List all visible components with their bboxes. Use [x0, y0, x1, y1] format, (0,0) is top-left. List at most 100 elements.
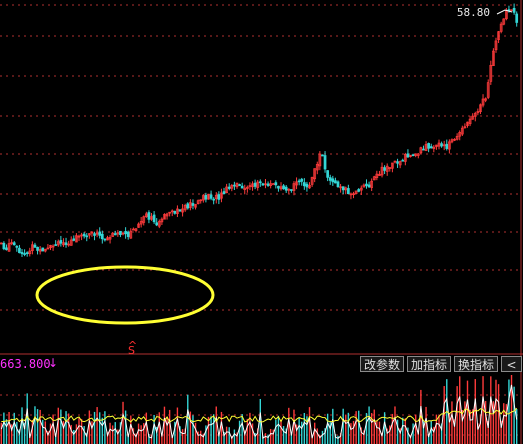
candle-body	[212, 198, 216, 201]
candle-body	[225, 186, 228, 194]
candle-body	[10, 242, 14, 245]
candle-body	[2, 242, 6, 250]
candle-body	[258, 181, 262, 184]
candle-body	[220, 192, 223, 199]
change-params-button[interactable]: 改参数	[360, 356, 404, 372]
candle-body	[108, 237, 112, 240]
candle-body	[147, 212, 151, 220]
candle-body	[479, 104, 482, 112]
candle-body	[183, 205, 187, 211]
candle-body	[266, 183, 270, 186]
candle-body	[277, 185, 280, 189]
candle-body	[54, 244, 58, 246]
signal-arrow-icon: ^	[128, 339, 138, 352]
candle-body	[370, 180, 374, 188]
candle-body	[100, 233, 104, 240]
candlestick-series	[0, 3, 519, 257]
switch-indicator-button[interactable]: 换指标	[454, 356, 498, 372]
candle-body	[80, 234, 83, 237]
candle-body	[106, 237, 109, 241]
candle-body	[168, 211, 171, 214]
candle-body	[432, 146, 436, 149]
candle-body	[251, 183, 254, 188]
candle-body	[194, 204, 197, 208]
candle-body	[385, 165, 389, 172]
candle-body	[349, 193, 353, 196]
candle-body	[411, 154, 415, 157]
candle-body	[323, 155, 327, 170]
candle-body	[186, 203, 190, 209]
candle-body	[235, 182, 239, 188]
candle-body	[144, 213, 148, 218]
candle-body	[502, 18, 506, 25]
candle-body	[510, 9, 513, 12]
candle-body	[445, 143, 449, 149]
candle-body	[328, 177, 332, 181]
candle-body	[427, 143, 430, 149]
candle-body	[134, 228, 138, 231]
candle-body	[486, 82, 490, 98]
candle-body	[41, 247, 45, 252]
candle-body	[437, 142, 441, 147]
candle-body	[284, 186, 288, 191]
candle-body	[38, 249, 42, 252]
candle-body	[15, 245, 19, 248]
add-indicator-button[interactable]: 加指标	[407, 356, 451, 372]
candle-body	[256, 181, 260, 188]
candle-body	[155, 222, 159, 226]
candle-body	[481, 98, 485, 106]
candle-body	[440, 143, 443, 147]
candle-body	[347, 188, 350, 195]
candle-body	[217, 194, 221, 200]
candle-body	[253, 182, 257, 187]
candle-body	[85, 235, 89, 238]
candle-body	[264, 183, 267, 186]
candle-body	[455, 135, 459, 140]
candle-body	[367, 184, 371, 188]
candle-body	[357, 189, 361, 192]
candle-body	[492, 50, 495, 67]
candle-body	[25, 252, 29, 255]
candle-body	[315, 163, 319, 171]
candle-body	[20, 252, 24, 255]
candle-body	[199, 199, 203, 202]
candle-body	[476, 111, 480, 114]
candle-body	[119, 230, 122, 235]
candle-body	[28, 250, 32, 255]
signal-s-marker: ^ S	[128, 339, 137, 365]
candle-body	[62, 242, 65, 246]
candle-body	[49, 245, 52, 249]
more-button[interactable]: <	[501, 356, 522, 372]
candle-body	[448, 141, 451, 150]
candle-body	[75, 235, 78, 243]
candle-body	[302, 182, 306, 187]
candle-body	[435, 144, 438, 147]
candle-body	[380, 166, 384, 176]
candle-body	[142, 216, 146, 223]
candle-body	[499, 23, 503, 32]
candle-body	[261, 183, 265, 186]
candle-body	[126, 231, 130, 237]
candle-body	[67, 243, 70, 246]
candle-body	[295, 181, 298, 186]
candle-body	[383, 167, 386, 171]
candle-body	[375, 173, 379, 179]
candle-body	[416, 153, 420, 156]
candle-body	[378, 173, 381, 176]
candle-body	[204, 194, 208, 200]
candle-body	[419, 147, 423, 154]
candle-body	[336, 181, 340, 188]
candle-body	[308, 184, 311, 189]
candle-body	[207, 193, 210, 200]
candle-body	[497, 31, 500, 40]
candle-body	[290, 189, 293, 191]
candle-body	[429, 146, 433, 149]
candle-body	[214, 194, 218, 199]
candle-body	[33, 244, 37, 248]
candle-body	[279, 186, 283, 190]
candle-body	[300, 178, 304, 182]
candle-body	[339, 186, 342, 189]
candle-body	[113, 233, 117, 236]
peak-arrow-icon	[496, 9, 513, 15]
